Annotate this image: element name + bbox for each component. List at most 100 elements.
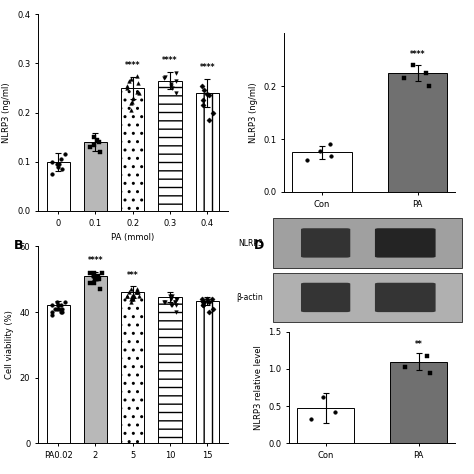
Point: [422, 69, 430, 77]
Point: [93, 275, 100, 283]
Point: [91, 275, 99, 283]
Point: [54, 305, 61, 312]
Point: [57, 155, 65, 163]
FancyBboxPatch shape: [301, 283, 350, 312]
Bar: [388, 73, 447, 192]
Text: A: A: [14, 17, 24, 29]
Point: [426, 369, 434, 376]
Bar: [84, 276, 107, 443]
Point: [55, 302, 62, 310]
Point: [206, 116, 213, 124]
Point: [133, 289, 140, 296]
Point: [91, 272, 98, 280]
Point: [90, 272, 97, 280]
Point: [127, 295, 134, 303]
Point: [331, 408, 339, 416]
Point: [161, 73, 169, 81]
Bar: [84, 142, 107, 211]
Point: [127, 106, 135, 114]
Point: [58, 308, 66, 316]
Point: [425, 82, 433, 90]
Point: [123, 292, 131, 300]
Point: [168, 302, 176, 310]
Point: [55, 302, 62, 310]
Point: [172, 70, 179, 77]
Point: [95, 138, 102, 146]
Bar: [121, 88, 144, 211]
Point: [308, 416, 315, 423]
Point: [172, 295, 179, 303]
Point: [135, 289, 142, 296]
Point: [58, 165, 66, 173]
Bar: [46, 162, 70, 211]
Text: ****: ****: [200, 63, 215, 72]
Bar: [390, 362, 447, 443]
Point: [172, 302, 180, 310]
Point: [166, 292, 174, 300]
Point: [90, 133, 97, 141]
Point: [316, 147, 324, 155]
Point: [200, 302, 207, 310]
Point: [48, 308, 56, 316]
Point: [198, 295, 206, 303]
Point: [90, 272, 98, 280]
Point: [203, 295, 211, 303]
Point: [61, 299, 68, 306]
Point: [61, 151, 68, 158]
Point: [98, 269, 105, 276]
Point: [200, 87, 208, 94]
Point: [128, 75, 135, 83]
Point: [423, 352, 431, 359]
Point: [198, 82, 206, 89]
Bar: [292, 152, 352, 192]
Point: [86, 269, 94, 276]
Text: ****: ****: [88, 256, 103, 265]
Text: ****: ****: [410, 50, 425, 59]
Point: [129, 295, 137, 303]
Y-axis label: NLRP3 relative level: NLRP3 relative level: [254, 345, 263, 430]
Point: [168, 84, 176, 92]
Point: [128, 98, 136, 106]
Point: [53, 299, 60, 306]
Point: [209, 109, 217, 117]
Point: [168, 292, 176, 300]
Point: [199, 299, 206, 306]
Point: [55, 160, 63, 168]
Point: [51, 305, 59, 312]
Point: [135, 292, 142, 300]
X-axis label: PA (mmol): PA (mmol): [111, 233, 155, 242]
Point: [135, 89, 142, 97]
Point: [203, 90, 211, 98]
Point: [400, 74, 408, 82]
Point: [86, 143, 94, 151]
Point: [167, 302, 175, 310]
Bar: [158, 81, 182, 211]
Point: [205, 91, 213, 99]
Point: [167, 80, 175, 88]
Point: [55, 305, 63, 312]
Bar: [297, 408, 355, 443]
Bar: [196, 301, 219, 443]
Point: [161, 299, 169, 306]
Point: [160, 299, 168, 306]
Point: [90, 141, 97, 148]
Text: ****: ****: [162, 56, 178, 65]
Point: [319, 393, 327, 401]
Point: [199, 101, 207, 109]
Point: [135, 79, 142, 87]
Bar: [158, 297, 182, 443]
Text: β-actin: β-actin: [237, 293, 263, 301]
Point: [126, 77, 133, 84]
Bar: [196, 93, 219, 211]
Point: [55, 163, 62, 171]
Point: [91, 279, 98, 286]
Point: [409, 61, 417, 69]
Y-axis label: NLRP3 (ng/ml): NLRP3 (ng/ml): [249, 82, 258, 143]
Point: [303, 156, 311, 164]
Point: [133, 289, 140, 296]
Point: [126, 289, 133, 296]
Text: **: **: [415, 340, 422, 349]
Point: [134, 72, 141, 80]
Text: D: D: [254, 239, 264, 252]
Point: [205, 299, 213, 306]
